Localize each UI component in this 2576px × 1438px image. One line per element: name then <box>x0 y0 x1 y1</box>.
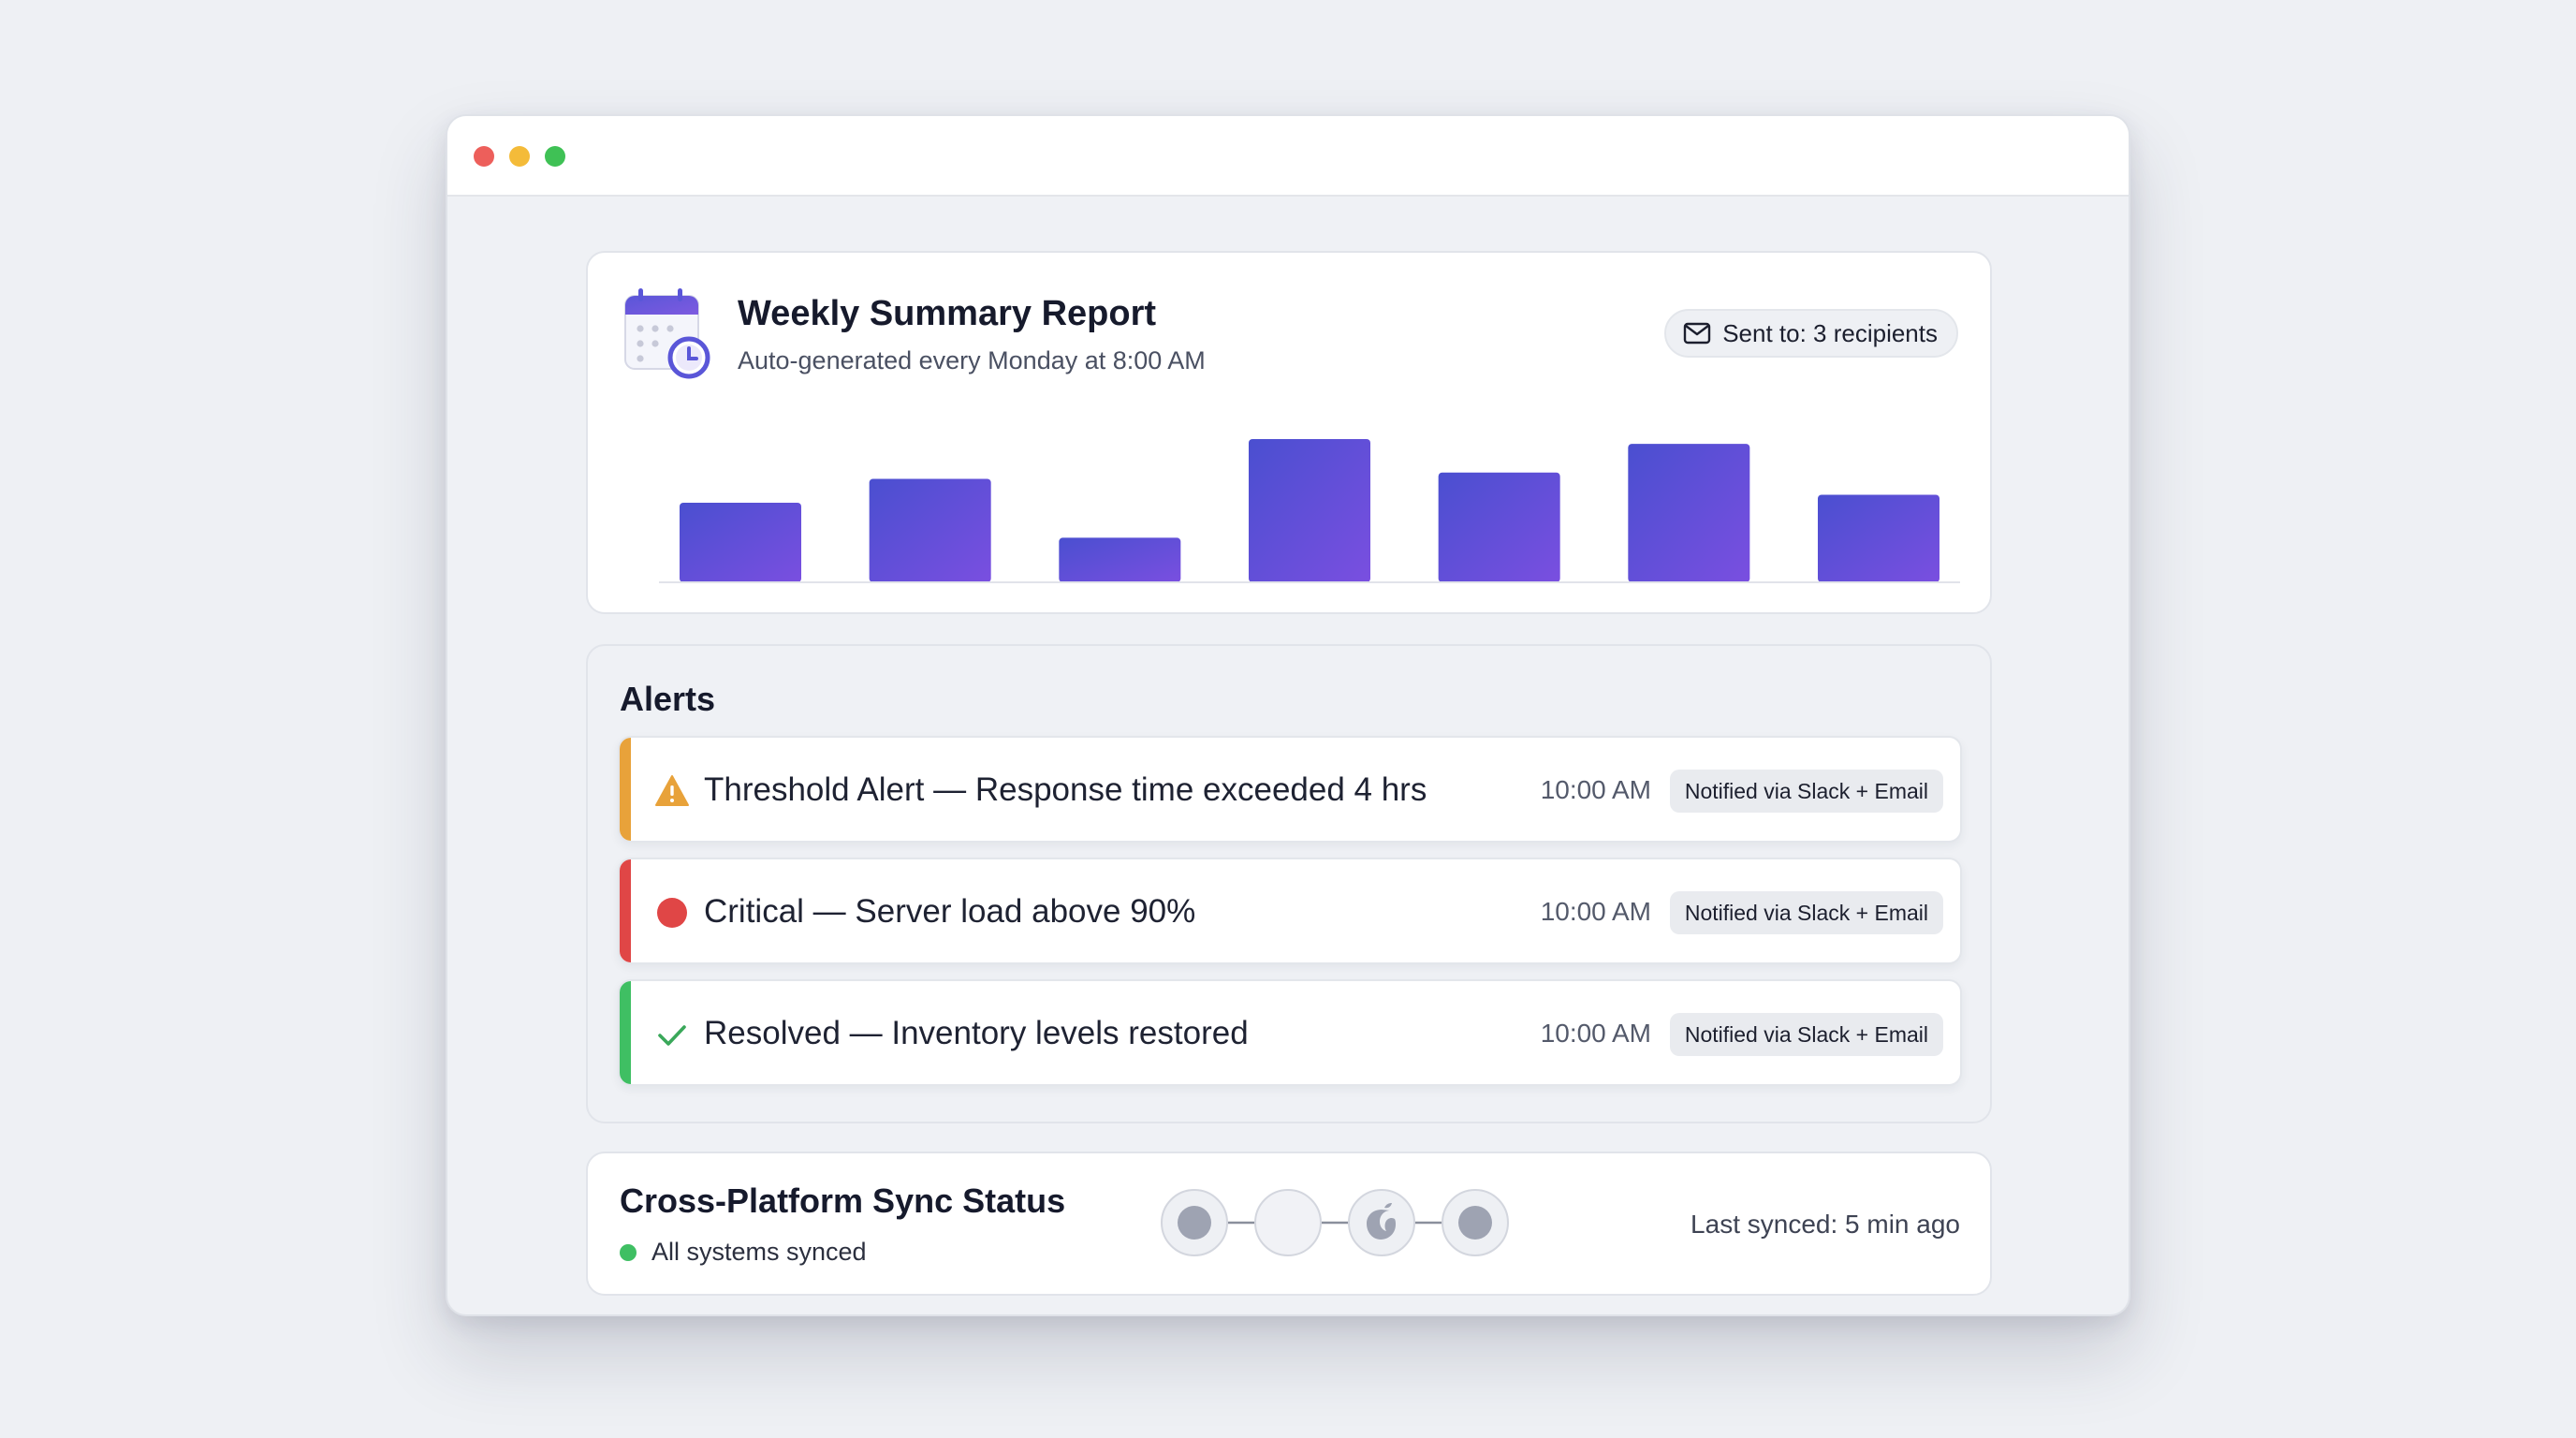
apple-icon[interactable] <box>1348 1189 1415 1256</box>
sync-status-text: All systems synced <box>651 1238 867 1266</box>
chart-bar-5 <box>1438 472 1560 582</box>
chart-bar-1 <box>680 503 801 582</box>
warning-icon <box>655 775 689 806</box>
alert-severity-bar <box>620 981 631 1084</box>
critical-dot-icon <box>657 898 687 928</box>
platform-dot-icon[interactable] <box>1161 1189 1228 1256</box>
status-ok-icon <box>620 1243 637 1261</box>
recipients-label: Sent to: 3 recipients <box>1722 318 1938 347</box>
sync-status-card: Cross-Platform Sync Status All systems s… <box>586 1152 1992 1296</box>
chart-bar-3 <box>1059 537 1181 582</box>
alert-text: Resolved — Inventory levels restored <box>704 1015 1249 1051</box>
chart-bar-2 <box>869 478 991 582</box>
notification-badge: Notified via Slack + Email <box>1669 891 1943 934</box>
sync-title: Cross-Platform Sync Status <box>620 1181 1066 1220</box>
alert-text: Critical — Server load above 90% <box>704 893 1196 930</box>
alert-row-threshold[interactable]: Threshold Alert — Response time exceeded… <box>618 736 1962 843</box>
last-synced-text: Last synced: 5 min ago <box>1690 1210 1960 1239</box>
close-window-button[interactable] <box>474 146 494 167</box>
alert-time: 10:00 AM <box>1540 897 1651 926</box>
app-window: Weekly Summary Report Auto-generated eve… <box>446 114 2130 1316</box>
minimize-window-button[interactable] <box>509 146 530 167</box>
alert-row-resolved[interactable]: Resolved — Inventory levels restored 10:… <box>618 979 1962 1086</box>
alerts-card: Alerts Threshold Alert — Response time e… <box>586 644 1992 1123</box>
check-icon <box>658 1025 686 1046</box>
notification-badge: Notified via Slack + Email <box>1669 1013 1943 1056</box>
alert-severity-bar <box>620 859 631 962</box>
calendar-clock-icon <box>624 288 710 379</box>
chart-bar-4 <box>1249 439 1370 582</box>
weekly-bar-chart <box>659 439 1960 583</box>
platform-dot-icon[interactable] <box>1442 1189 1509 1256</box>
platform-blank-icon[interactable] <box>1254 1189 1322 1256</box>
report-subtitle: Auto-generated every Monday at 8:00 AM <box>738 346 1206 374</box>
alert-severity-bar <box>620 738 631 841</box>
chart-bar-6 <box>1628 444 1750 582</box>
alert-text: Threshold Alert — Response time exceeded… <box>704 771 1427 808</box>
alert-row-critical[interactable]: Critical — Server load above 90% 10:00 A… <box>618 858 1962 964</box>
chart-bar-7 <box>1818 494 1939 582</box>
title-bar <box>447 116 2129 197</box>
sync-status: All systems synced <box>620 1238 867 1267</box>
report-title: Weekly Summary Report <box>738 294 1157 333</box>
recipients-badge[interactable]: Sent to: 3 recipients <box>1664 309 1958 358</box>
alerts-title: Alerts <box>620 680 716 718</box>
alert-time: 10:00 AM <box>1540 775 1651 804</box>
platform-sync-chain <box>1161 1189 1509 1256</box>
weekly-report-card: Weekly Summary Report Auto-generated eve… <box>586 251 1992 614</box>
alert-time: 10:00 AM <box>1540 1019 1651 1048</box>
notification-badge: Notified via Slack + Email <box>1669 770 1943 813</box>
maximize-window-button[interactable] <box>545 146 565 167</box>
mail-icon <box>1683 322 1711 345</box>
